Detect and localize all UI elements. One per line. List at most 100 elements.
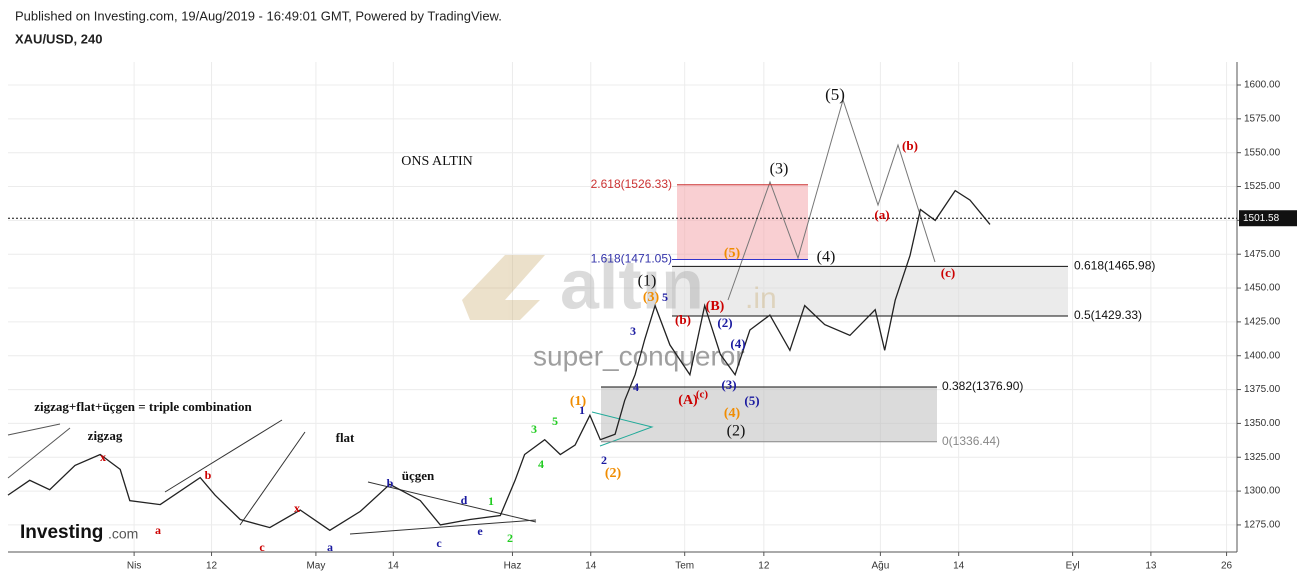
x-tick-label: 14 — [388, 561, 400, 572]
wave-label: zigzag+flat+üçgen = triple combination — [34, 399, 252, 414]
y-tick-label: 1375.00 — [1244, 384, 1281, 395]
wave-label: (3) — [770, 161, 789, 178]
wave-label: c — [436, 536, 442, 550]
fib-label: 1.618(1471.05) — [591, 252, 672, 266]
wave-label: x — [100, 450, 106, 464]
wave-label: (1) — [638, 273, 657, 290]
trend — [239, 431, 306, 526]
wave-label: 1 — [579, 403, 585, 417]
y-tick-label: 1325.00 — [1244, 452, 1281, 463]
wave-label: 3 — [630, 324, 636, 338]
wave-label: 3 — [531, 422, 537, 436]
x-tick-label: Ağu — [871, 561, 889, 572]
y-tick-label: 1525.00 — [1244, 181, 1281, 192]
y-tick-label: 1575.00 — [1244, 113, 1281, 124]
wave-label: (4) — [724, 406, 741, 421]
wave-label: (2) — [605, 466, 622, 481]
x-tick-label: Haz — [504, 561, 522, 572]
wave-label: 2 — [507, 531, 513, 545]
projection — [727, 98, 936, 301]
wave-label: flat — [336, 430, 355, 445]
y-tick-label: 1350.00 — [1244, 418, 1281, 429]
wm-user: super_conqueror — [533, 340, 745, 371]
wave-lines — [7, 98, 936, 535]
wave-label: (4) — [730, 336, 745, 351]
fib-label: 2.618(1526.33) — [591, 177, 672, 191]
trend — [7, 427, 71, 479]
wave-label: a — [155, 523, 161, 537]
wave-label: (b) — [675, 312, 691, 327]
wave-label: (2) — [727, 423, 746, 440]
x-tick-label: Eyl — [1066, 561, 1080, 572]
logo: Investing — [20, 522, 103, 543]
last-price-box — [1239, 210, 1297, 227]
x-tick-label: May — [306, 561, 325, 572]
logo-shape — [462, 255, 545, 320]
wave-label: 2 — [601, 453, 607, 467]
x-tick-label: Tem — [675, 561, 694, 572]
wave-label: (5) — [744, 393, 759, 408]
wave-label: b — [387, 476, 394, 490]
published: Published on Investing.com, 19/Aug/2019 … — [15, 8, 502, 23]
wave-label: zigzag — [88, 428, 123, 443]
wm-suffix: .in — [745, 282, 777, 315]
wm-brand: altın — [560, 245, 704, 323]
x-tick-label: 14 — [953, 561, 965, 572]
wave-label: e — [477, 524, 483, 538]
wave-label: (5) — [825, 85, 845, 104]
fib-label: 0.5(1429.33) — [1074, 308, 1142, 322]
wave-label: (c) — [941, 265, 955, 280]
wave-label: (4) — [817, 249, 836, 266]
wave-label: (3) — [721, 377, 736, 392]
symbol: XAU/USD, 240 — [15, 31, 102, 46]
y-tick-label: 1400.00 — [1244, 350, 1281, 361]
x-tick-label: 13 — [1145, 561, 1157, 572]
y-tick-label: 1550.00 — [1244, 147, 1281, 158]
wave-label: x — [294, 501, 300, 515]
wave-label: b — [205, 468, 212, 482]
wave-label: (5) — [724, 246, 741, 261]
trend — [164, 419, 283, 493]
x-tick-label: Nis — [127, 561, 141, 572]
wave-label: (b) — [902, 138, 918, 153]
y-tick-label: 1600.00 — [1244, 80, 1281, 91]
wave-label: (A) — [678, 393, 698, 408]
y-tick-label: 1425.00 — [1244, 317, 1281, 328]
x-tick-label: 12 — [758, 561, 770, 572]
fib-label: 0(1336.44) — [942, 434, 1000, 448]
x-tick-label: 26 — [1221, 561, 1233, 572]
trend — [7, 423, 61, 436]
wave-label: (1) — [570, 394, 587, 409]
fib-label: 0.618(1465.98) — [1074, 259, 1155, 273]
y-tick-label: 1475.00 — [1244, 249, 1281, 260]
wave-label: a — [327, 540, 333, 554]
fib-zone — [672, 266, 1068, 317]
x-tick-label: 14 — [585, 561, 597, 572]
watermark: altın .in — [462, 245, 777, 323]
logo-suffix: .com — [108, 526, 138, 542]
wave-label: (3) — [643, 290, 660, 305]
triangle — [591, 411, 654, 447]
wave-label: 5 — [552, 414, 558, 428]
x-tick-label: 12 — [206, 561, 218, 572]
wave-label: (B) — [706, 299, 725, 314]
wave-label: (c) — [696, 389, 709, 401]
price-line — [7, 189, 991, 532]
grid — [8, 62, 1237, 552]
fib-zone — [601, 386, 937, 442]
wave-label: üçgen — [402, 468, 435, 483]
y-tick-label: 1450.00 — [1244, 283, 1281, 294]
last-price-label: 1501.58 — [1243, 213, 1280, 224]
y-tick-label: 1300.00 — [1244, 486, 1281, 497]
wave-label: d — [461, 493, 468, 507]
wave-label: 4 — [538, 457, 544, 471]
trend — [349, 519, 537, 535]
trend — [367, 481, 537, 523]
wave-label: 1 — [488, 494, 494, 508]
wave-label: ONS ALTIN — [401, 154, 472, 169]
wave-label: c — [259, 540, 265, 554]
wave-label: 5 — [662, 290, 668, 304]
wave-label: (a) — [874, 207, 889, 222]
